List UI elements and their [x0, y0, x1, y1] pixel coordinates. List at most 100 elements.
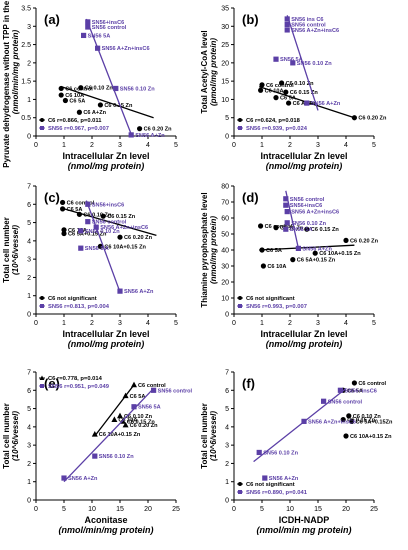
point-label: C6 0.20 Zn — [358, 116, 387, 122]
point-label: C6 10A+0.15 Zn — [350, 434, 392, 440]
point-label: SN56 0.10 Zn — [263, 450, 298, 456]
legend-label: C6 r=0.624, p=0.018 — [246, 118, 301, 124]
y-tick-label: 40 — [221, 248, 229, 255]
y-tick-label: 6 — [27, 202, 31, 209]
point-label: C6 0.15 Zn — [347, 418, 376, 424]
data-point-c6-control — [258, 223, 264, 229]
data-point-c6-0-20-zn — [343, 237, 349, 243]
y-axis-title: Pyruvate dehydrogenase without TPP in th… — [2, 0, 20, 168]
x-tick-label: 3 — [118, 142, 122, 149]
data-point-c6-10a-0-15-zn — [343, 433, 349, 439]
x-axis-title: Aconitase (nmol/min/mg protein) — [59, 515, 154, 535]
data-point-c6-0-10-zn — [78, 85, 84, 91]
point-label: SN56 control — [158, 388, 193, 394]
data-point-sn56-0-10-zn — [256, 449, 262, 456]
legend-marker — [238, 304, 242, 308]
legend-marker — [40, 304, 44, 308]
data-point-c6-5a — [60, 206, 66, 212]
point-label: C6 10A — [65, 93, 84, 99]
point-label: C6 0.20 Zn — [350, 238, 379, 244]
y-tick-label: 1 — [225, 479, 229, 486]
x-tick-label: 3 — [118, 320, 122, 327]
point-label: C6 0.20 Zn — [144, 127, 173, 133]
data-point-sn56-5-a — [78, 245, 84, 251]
chart-panel-c: 0 1 2 3 4 5 0 1 2 3 4 5 6 7 (c) Intracellular Zn level(… — [2, 184, 178, 350]
panel-label: (d) — [242, 190, 259, 205]
data-point-sn56-a-zn-insc6 — [284, 27, 290, 33]
legend-label: SN56 r=0.993, p=0.007 — [246, 304, 307, 310]
legend-label: C6 not significant — [246, 296, 295, 302]
x-tick-label: 20 — [144, 506, 152, 513]
point-label: SN56+insC6 — [344, 388, 377, 394]
regression-line — [85, 18, 132, 135]
legend: C6 r=0.866, p=0.011 SN56 r=0.967, p=0.007 — [39, 118, 109, 132]
point-label: SN56 A+Zn — [311, 101, 341, 107]
data-point-c6-5a — [273, 95, 279, 101]
y-tick-label: 0.5 — [21, 115, 31, 122]
point-label: SN56 A+Zn — [269, 476, 299, 482]
legend-marker — [40, 384, 44, 388]
x-tick-label: 4 — [146, 142, 150, 149]
regression-line — [61, 207, 157, 236]
y-tick-label: 0 — [27, 312, 31, 319]
x-tick-label: 5 — [174, 142, 178, 149]
legend-marker — [40, 296, 44, 300]
legend-label: SN56 r=0.813, p=0.004 — [48, 304, 110, 310]
data-point-sn56-a-zn-insc6 — [93, 224, 99, 230]
regression-line — [60, 86, 154, 119]
point-label: C6 0.10 Zn — [83, 212, 112, 218]
point-label: C6 control — [265, 224, 293, 230]
chart-panel-a: 0 1 2 3 4 5 0 0.5 1 1.5 2 2.5 3 3.5 (a) Intracellular Z… — [2, 0, 178, 171]
x-tick-label: 1 — [260, 320, 264, 327]
y-tick-label: 10 — [221, 97, 229, 104]
legend-label: SN56 r=0.939, p=0.024 — [246, 126, 308, 132]
point-label: SN56 A+Zn+insC6 — [291, 210, 339, 216]
data-point-sn56-control — [284, 21, 290, 28]
legend-marker — [238, 126, 242, 130]
y-tick-label: 7 — [27, 370, 31, 377]
x-tick-label: 0 — [34, 320, 38, 327]
data-point-sn56-0-10-zn — [284, 220, 290, 226]
point-label: SN56 A+Zn — [302, 246, 332, 252]
data-point-sn56-a-zn — [61, 475, 67, 481]
y-tick-label: 2.5 — [21, 42, 31, 49]
point-label: C6 10A — [265, 88, 284, 94]
data-point-c6-10a — [58, 92, 64, 98]
legend: C6 r=0.778, p=0.014 SN56 r=0.951, p=0.049 — [39, 375, 110, 390]
y-tick-label: 3.5 — [21, 6, 31, 13]
y-axis-title: Total cell number(10^6/vessel) — [200, 403, 218, 469]
y-tick-label: 6 — [225, 388, 229, 395]
x-tick-label: 0 — [232, 320, 236, 327]
point-label: SN56+insC6 — [92, 202, 125, 208]
data-point-sn56-0-10-zn — [78, 228, 84, 234]
data-point-sn56-insc6 — [337, 387, 343, 393]
regression-line — [259, 244, 355, 251]
data-point-sn56-a-zn — [262, 475, 268, 481]
y-axis-title: Total cell number(10^6/vessel) — [2, 217, 20, 283]
y-tick-label: 1.5 — [21, 79, 31, 86]
y-tick-label: 3 — [27, 24, 31, 31]
data-point-sn56-control — [283, 196, 289, 202]
x-tick-label: 20 — [342, 506, 350, 513]
data-point-c6-0-20-zn — [117, 234, 123, 240]
data-point-sn56-5a — [273, 56, 279, 62]
point-label: C6 10A+0.15 Zn — [99, 432, 141, 438]
panel-label: (a) — [44, 12, 60, 27]
data-point-c6-5a-0-15zn — [349, 418, 355, 424]
y-tick-label: 20 — [221, 60, 229, 67]
data-point-sn56-a-zn-insc6 — [301, 418, 307, 424]
point-label: C6 10 Zn — [280, 226, 304, 232]
data-point-c6-0-10-zn — [279, 80, 285, 86]
data-point-sn56-a-zn — [304, 100, 310, 106]
chart-panel-d: 0 1 2 3 4 501020304050607080(d)Intracellular … — [200, 184, 379, 350]
chart-panel-e: 0 5 10 15 20 25 0 1 2 3 4 5 6 7 (e) Aconitase (nmol/min/… — [2, 370, 193, 536]
y-tick-label: 80 — [221, 184, 229, 191]
point-label: C6 5A — [266, 248, 282, 254]
x-tick-label: 0 — [232, 142, 236, 149]
data-point-c6-0-15-zn — [100, 213, 106, 219]
data-point-c6-5a-0-15-zn — [290, 257, 296, 263]
